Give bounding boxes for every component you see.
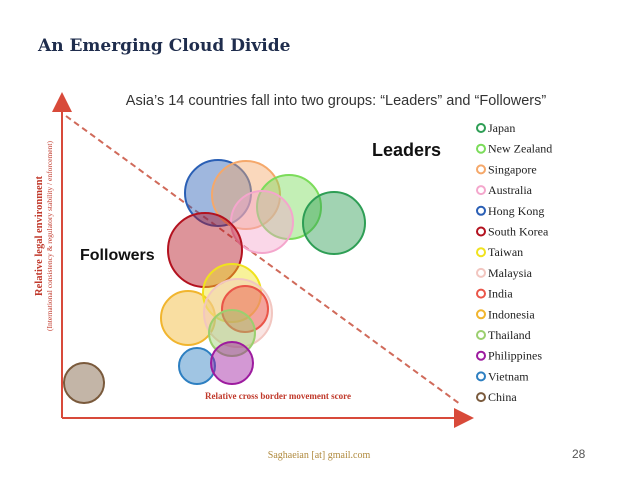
legend-label: Hong Kong [488,204,544,218]
legend-marker [476,267,486,278]
bubble-south-korea [167,212,243,288]
legend-marker [476,392,486,403]
legend-label: Vietnam [488,369,529,383]
legend-marker [476,309,486,320]
legend-marker [476,226,486,237]
bubble-japan [302,191,366,255]
bubble-philippines [210,341,254,385]
legend-label: Australia [488,183,533,197]
legend-label: India [488,287,513,301]
divider-line [65,115,461,405]
legend-marker [476,123,486,133]
leaders-label: Leaders [372,140,441,160]
legend-label: Taiwan [488,245,523,259]
legend-label: Indonesia [488,307,535,321]
bubble-india [221,285,269,333]
legend-marker [476,205,486,216]
legend-marker [476,288,486,299]
legend-marker [476,143,486,154]
chart-title: Asia’s 14 countries fall into two groups… [126,93,547,109]
x-axis-label: Relative cross border movement score [205,391,351,401]
footer-email: Saghaeian [at] gmail.com [267,450,371,461]
bubble-australia [230,190,294,254]
y-axis-sublabel: (International consistency & regulatory … [45,141,54,331]
legend-label: China [488,390,517,404]
page-number: 28 [572,447,586,461]
legend-label: New Zealand [488,142,552,156]
bubble-vietnam [178,347,216,385]
legend-marker [476,247,486,258]
legend-marker [476,330,486,340]
legend: Japan New Zealand Singapore Australia Hong K… [476,121,552,404]
legend-marker [476,185,486,196]
legend-label: Japan [488,121,515,135]
y-axis-label: Relative legal environment [34,176,45,296]
legend-label: South Korea [488,225,549,239]
followers-label: Followers [80,247,155,264]
legend-label: Thailand [488,328,531,342]
legend-label: Singapore [488,162,537,176]
legend-label: Malaysia [488,266,533,280]
bubble-layer [63,159,366,404]
slide-title: An Emerging Cloud Divide [38,36,291,56]
legend-marker [476,371,486,382]
bubble-china [63,362,105,404]
legend-label: Philippines [488,349,542,363]
legend-marker [476,350,486,361]
legend-marker [476,164,486,175]
